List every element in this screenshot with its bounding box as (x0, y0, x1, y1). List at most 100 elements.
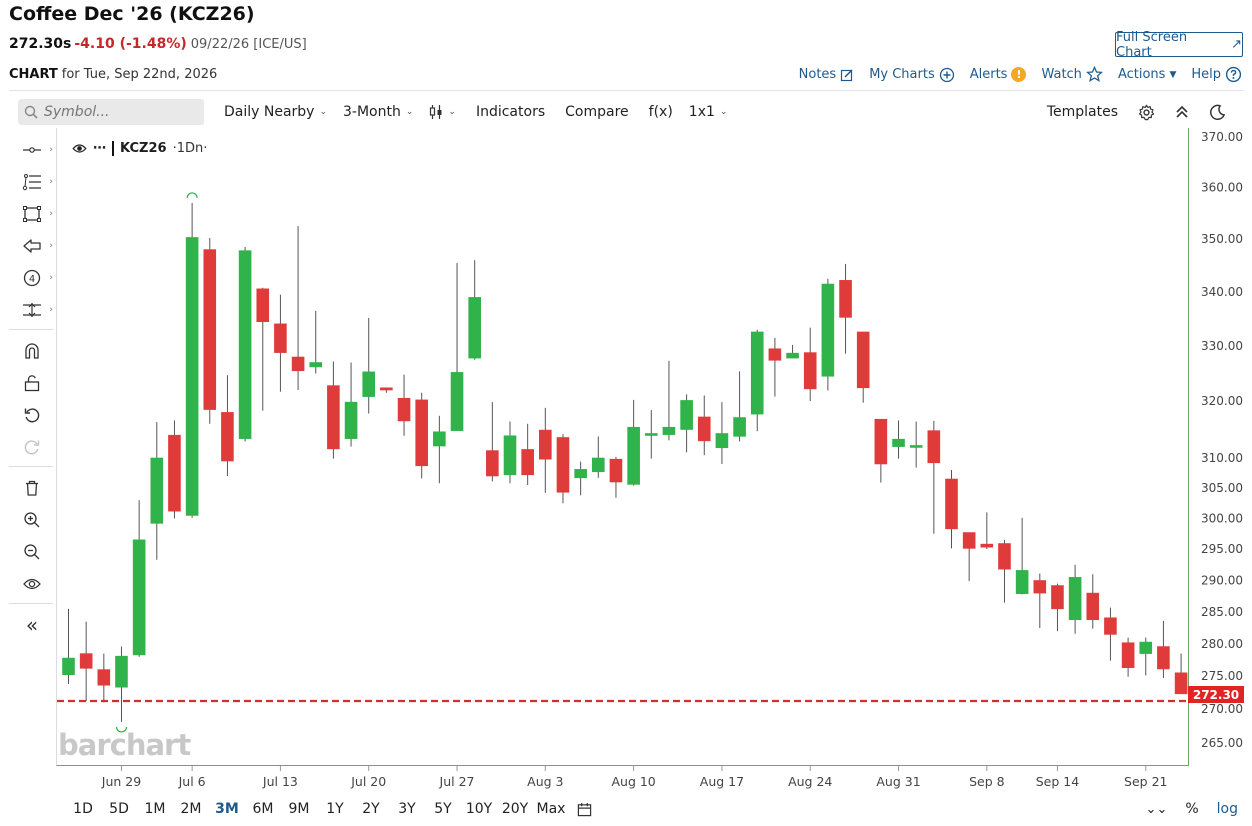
range-button-10y[interactable]: 10Y (465, 801, 493, 817)
x-tick-label: Aug 3 (527, 774, 563, 789)
range-button-2m[interactable]: 2M (180, 801, 202, 817)
eye-icon[interactable] (72, 143, 87, 154)
range-button-9m[interactable]: 9M (288, 801, 310, 817)
chart-toolbar: Daily Nearby ⌄ 3-Month ⌄ ⌄ Indicators Comp… (18, 97, 1244, 127)
visibility-button[interactable] (9, 572, 55, 596)
layout-dropdown[interactable]: 1x1 ⌄ (689, 104, 728, 120)
x-tick-label: Aug 17 (700, 774, 744, 789)
calendar-icon[interactable] (577, 802, 592, 817)
range-button-2y[interactable]: 2Y (362, 801, 380, 817)
line-tool-button[interactable]: › (9, 138, 55, 162)
arrow-tool-button[interactable]: › (9, 234, 55, 258)
indicators-button[interactable]: Indicators (476, 104, 545, 120)
y-tick-label: 295.00 (1201, 542, 1243, 556)
zoom-in-button[interactable] (9, 508, 55, 532)
alerts-button[interactable]: Alerts ! (970, 67, 1027, 82)
range-button-max[interactable]: Max (536, 801, 566, 817)
y-tick-label: 305.00 (1201, 481, 1243, 495)
last-price-tag: 272.30 (1188, 686, 1244, 703)
fib-tool-button[interactable]: › (9, 170, 55, 194)
quote-line: 272.30s -4.10 (-1.48%) 09/22/26 [ICE/US] (9, 36, 307, 52)
x-tick-label: Sep 8 (969, 774, 1005, 789)
indicators-label: Indicators (475, 104, 546, 120)
search-icon (24, 105, 38, 119)
range-button-5y[interactable]: 5Y (434, 801, 452, 817)
range-buttons: 1D 5D 1M 2M 3M 6M 9M 1Y 2Y 3Y 5Y 10Y 20Y Max (65, 801, 569, 817)
redo-button[interactable] (9, 435, 55, 459)
magnet-button[interactable] (9, 339, 55, 363)
actions-menu[interactable]: Actions ▼ (1118, 67, 1176, 82)
undo-icon (24, 408, 40, 423)
help-button[interactable]: Help (1191, 66, 1242, 83)
chart-for-date: for Tue, Sep 22nd, 2026 (61, 67, 218, 82)
legend-symbol: KCZ26 (112, 141, 167, 156)
y-tick-label: 280.00 (1201, 637, 1243, 651)
time-range-bar: 1D 5D 1M 2M 3M 6M 9M 1Y 2Y 3Y 5Y 10Y 20Y Max ⌄⌄ % log (56, 796, 1246, 822)
range-button-1d[interactable]: 1D (73, 801, 93, 817)
pencil-icon (841, 68, 853, 81)
actions-label: Actions (1117, 67, 1166, 82)
more-icon[interactable]: ⋯ (93, 141, 106, 156)
range-button-1m[interactable]: 1M (144, 801, 166, 817)
chart-date-line: CHART for Tue, Sep 22nd, 2026 (9, 67, 217, 82)
symbol-input[interactable] (44, 104, 194, 120)
range-button-5d[interactable]: 5D (109, 801, 129, 817)
range-button-20y[interactable]: 20Y (501, 801, 529, 817)
x-tick-label: Aug 24 (788, 774, 832, 789)
compare-button[interactable]: Compare (565, 104, 629, 120)
templates-button[interactable]: Templates (1047, 104, 1118, 120)
double-chevron-up-icon[interactable] (1175, 104, 1189, 120)
chevron-right-icon: › (49, 241, 53, 251)
gear-icon[interactable] (1138, 104, 1155, 121)
range-button-1y[interactable]: 1Y (326, 801, 344, 817)
y-tick-label: 275.00 (1201, 669, 1243, 683)
shape-tool-button[interactable]: › (9, 202, 55, 226)
range-button-6m[interactable]: 6M (252, 801, 274, 817)
collapse-tools-button[interactable]: « (9, 613, 55, 637)
notes-label: Notes (798, 67, 837, 82)
moon-icon[interactable] (1209, 104, 1226, 121)
price-axis-line (1188, 128, 1189, 766)
arrow-left-icon (23, 239, 41, 253)
lock-button[interactable] (9, 371, 55, 395)
redo-icon (24, 440, 40, 455)
collapse-down-icon[interactable]: ⌄⌄ (1145, 801, 1168, 817)
chevron-down-icon: ⌄ (319, 107, 328, 117)
zoom-out-icon (24, 544, 40, 560)
chart-type-dropdown[interactable]: ⌄ (429, 104, 456, 120)
range-button-3m[interactable]: 3M (215, 801, 239, 817)
toolbar-right: Templates (1047, 97, 1226, 127)
y-tick-label: 270.00 (1201, 702, 1243, 716)
tools-divider (9, 466, 53, 467)
function-button[interactable]: f(x) (649, 104, 673, 120)
watch-button[interactable]: Watch (1041, 66, 1103, 83)
full-screen-chart-button[interactable]: Full Screen Chart ↗ (1115, 29, 1243, 60)
x-tick-label: Jul 6 (178, 774, 206, 789)
x-tick-label: Jun 29 (101, 774, 141, 789)
chart-area[interactable] (56, 128, 1188, 766)
eye-icon (23, 578, 41, 590)
chevron-down-icon: ⌄ (448, 107, 456, 117)
plus-circle-icon (939, 67, 954, 82)
x-tick-label: Jul 13 (262, 774, 298, 789)
delete-drawings-button[interactable] (9, 476, 55, 500)
price-change: -4.10 (-1.48%) (74, 36, 187, 52)
percent-scale-button[interactable]: % (1185, 801, 1199, 817)
symbol-search[interactable] (18, 99, 204, 125)
notes-button[interactable]: Notes (799, 67, 855, 82)
compare-label: Compare (565, 104, 629, 120)
aggregation-dropdown[interactable]: Daily Nearby ⌄ (224, 104, 327, 120)
header-divider (9, 90, 1243, 91)
y-tick-label: 350.00 (1201, 232, 1243, 246)
y-tick-label: 370.00 (1201, 130, 1243, 144)
measure-tool-button[interactable]: › (9, 298, 55, 322)
period-dropdown[interactable]: 3-Month ⌄ (343, 104, 413, 120)
my-charts-button[interactable]: My Charts (869, 67, 955, 83)
unlock-icon (24, 375, 40, 392)
zoom-out-button[interactable] (9, 540, 55, 564)
full-screen-label: Full Screen Chart (1116, 29, 1188, 60)
log-scale-button[interactable]: log (1216, 801, 1238, 817)
number-tool-button[interactable]: 4 › (9, 266, 55, 290)
range-button-3y[interactable]: 3Y (398, 801, 416, 817)
undo-button[interactable] (9, 403, 55, 427)
